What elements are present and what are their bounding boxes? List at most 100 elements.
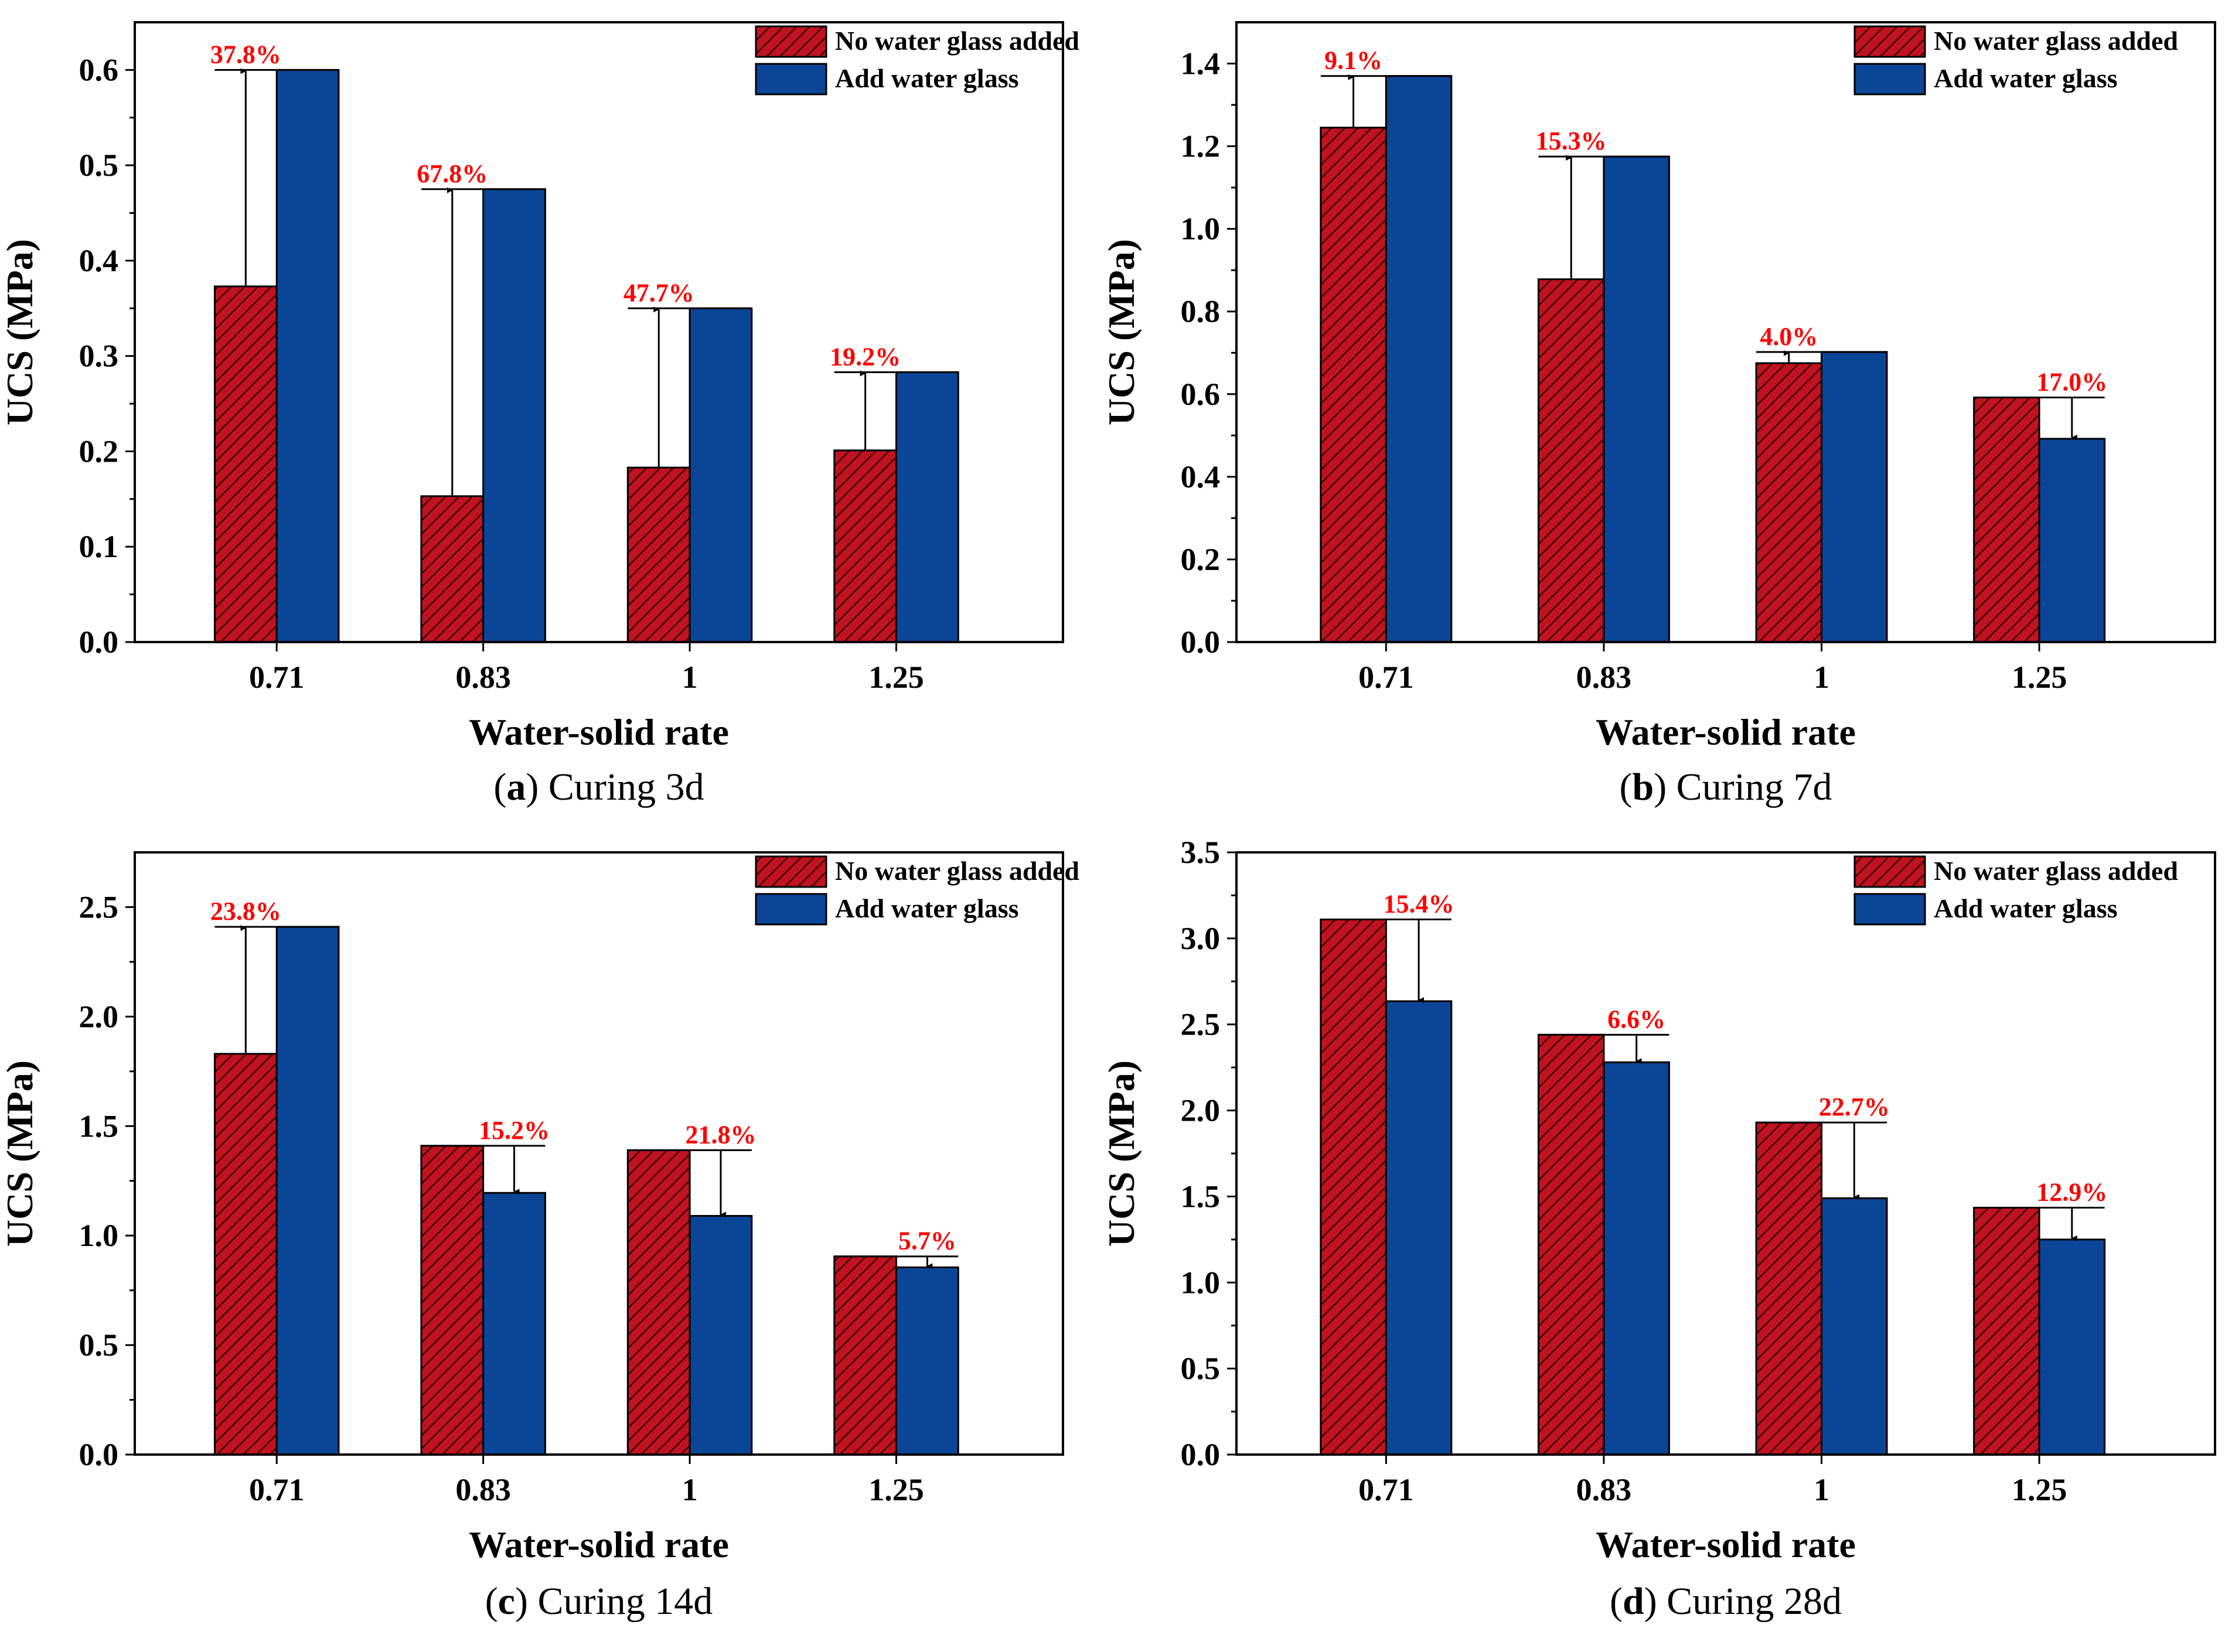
y-tick-label: 0.2	[79, 434, 119, 469]
x-tick-label: 0.71	[249, 660, 305, 695]
y-tick-label: 1.0	[1181, 211, 1221, 247]
x-tick-label: 1.25	[2012, 660, 2067, 695]
caption-letter: a	[506, 766, 526, 808]
y-tick-label: 0.8	[1181, 294, 1221, 329]
bar-glass-0.71	[1385, 1000, 1453, 1456]
bar-glass-0.83	[482, 188, 546, 643]
chart-panel-d: 15.4% 6.6% 22.7% 12.9% 0.0 0.5 1.0 1.5 2.0 2.5 3.0…	[1100, 835, 2216, 1623]
bar-no-glass-0.71	[213, 1053, 278, 1456]
legend: No water glass added Add water glass	[755, 855, 1079, 926]
y-tick-label: 0.0	[79, 1437, 119, 1472]
annotation-label: 67.8%	[417, 159, 488, 188]
annotation-label: 19.2%	[830, 342, 901, 371]
plot-frame	[1235, 21, 2216, 643]
x-tick-label: 1.25	[868, 660, 924, 695]
x-tick-label: 1	[1814, 1472, 1829, 1507]
legend: No water glass added Add water glass	[1853, 25, 2178, 95]
y-tick-label: 0.1	[79, 529, 119, 564]
bar-no-glass-1.25	[1973, 396, 2040, 643]
annotation-label: 17.0%	[2036, 367, 2107, 396]
bar-glass-0.83	[1603, 155, 1670, 643]
annotation-label: 15.4%	[1384, 890, 1454, 919]
caption-text: Curing 7d	[1677, 766, 1832, 808]
bar-glass-0.83	[1603, 1061, 1670, 1456]
annotation-label: 37.8%	[210, 40, 281, 69]
x-tick-label: 1	[682, 1472, 698, 1507]
x-tick-label: 0.71	[1358, 660, 1414, 695]
chart-panel-c: 23.8% 15.2% 21.8% 5.7% 0.0 0.5 1.0 1.5 2.0 2.5 0.7…	[0, 851, 1079, 1623]
bar-glass-0.83	[482, 1192, 546, 1456]
y-tick-label: 3.5	[1181, 835, 1221, 870]
legend-swatch-glass	[755, 63, 827, 95]
y-axis-title: UCS (MPa)	[1100, 239, 1142, 425]
legend-swatch-no-glass	[1853, 855, 1926, 888]
annotation-label: 15.3%	[1536, 127, 1607, 155]
annotation-label: 22.7%	[1819, 1093, 1890, 1121]
panel-caption: (d) Curing 28d	[1610, 1580, 1842, 1623]
legend-swatch-no-glass	[1853, 25, 1926, 58]
bar-no-glass-0.83	[1537, 1033, 1605, 1456]
x-tick-label: 0.83	[455, 660, 511, 695]
annotation-label: 5.7%	[898, 1227, 956, 1255]
y-tick-label: 1.0	[1181, 1265, 1221, 1300]
legend-swatch-glass	[755, 893, 827, 926]
y-tick-label: 0.0	[79, 624, 119, 660]
annotation-label: 6.6%	[1607, 1005, 1665, 1033]
plot-frame	[1235, 851, 2216, 1456]
legend-label-no-glass: No water glass added	[1934, 856, 2178, 886]
bar-no-glass-0.83	[420, 1145, 485, 1456]
bar-no-glass-1	[1755, 362, 1822, 643]
y-tick-label: 0.2	[1181, 542, 1221, 577]
legend-label-glass: Add water glass	[835, 893, 1019, 923]
bar-glass-0.71	[1385, 75, 1453, 643]
x-tick-label: 1	[1814, 660, 1829, 695]
bar-no-glass-0.71	[1320, 919, 1387, 1456]
legend-swatch-no-glass	[755, 25, 827, 58]
x-tick-label: 0.83	[1576, 660, 1632, 695]
bar-no-glass-1	[626, 1149, 691, 1456]
y-tick-label: 0.5	[79, 148, 119, 183]
annotation-label: 21.8%	[685, 1120, 756, 1149]
annotation-label: 47.7%	[623, 278, 694, 307]
y-tick-label: 1.5	[79, 1108, 119, 1144]
y-tick-label: 0.5	[79, 1327, 119, 1363]
y-axis-title: UCS (MPa)	[0, 1060, 40, 1247]
x-tick-label: 1	[682, 660, 698, 695]
y-tick-label: 1.5	[1181, 1179, 1221, 1214]
y-axis-title: UCS (MPa)	[1100, 1060, 1142, 1247]
bar-glass-1	[689, 307, 753, 643]
y-tick-label: 1.4	[1181, 46, 1221, 81]
y-tick-label: 1.0	[79, 1218, 119, 1253]
x-tick-label: 0.83	[1576, 1472, 1632, 1507]
caption-text: Curing 3d	[548, 766, 704, 808]
bar-no-glass-0.71	[213, 285, 278, 643]
y-tick-label: 2.5	[79, 889, 119, 924]
caption-text: Curing 28d	[1667, 1580, 1842, 1623]
y-tick-label: 0.6	[1181, 377, 1221, 412]
legend-label-no-glass: No water glass added	[835, 856, 1079, 886]
annotation-label: 23.8%	[210, 897, 281, 926]
y-axis-title: UCS (MPa)	[0, 239, 40, 425]
legend-label-glass: Add water glass	[1934, 893, 2118, 923]
x-tick-label: 1.25	[2012, 1472, 2067, 1507]
legend-label-no-glass: No water glass added	[835, 26, 1079, 56]
y-tick-label: 2.0	[79, 999, 119, 1034]
x-tick-label: 0.83	[455, 1472, 511, 1507]
y-tick-label: 0.4	[79, 243, 119, 278]
chart-panel-b: 9.1% 15.3% 4.0% 17.0% 0.0 0.2 0.4 0.6 0.8 1.0 1.2 1…	[1100, 21, 2216, 808]
bar-no-glass-1.25	[1973, 1207, 2040, 1456]
caption-letter: c	[498, 1580, 515, 1623]
annotation-label: 9.1%	[1324, 46, 1382, 75]
caption-letter: b	[1632, 766, 1654, 808]
panel-caption: (b) Curing 7d	[1619, 766, 1832, 808]
legend-swatch-no-glass	[755, 855, 827, 888]
bar-glass-1	[1820, 1197, 1888, 1456]
x-axis-title: Water-solid rate	[469, 1524, 729, 1565]
bar-glass-1.25	[2038, 438, 2106, 643]
legend: No water glass added Add water glass	[755, 25, 1079, 95]
x-tick-label: 0.71	[249, 1472, 305, 1507]
annotation-label: 15.2%	[479, 1116, 550, 1145]
y-tick-label: 2.5	[1181, 1007, 1221, 1042]
chart-panel-a: 37.8% 67.8% 47.7% 19.2% 0.0 0.1 0.2 0.3 0.4 0.5 0.…	[0, 21, 1079, 808]
